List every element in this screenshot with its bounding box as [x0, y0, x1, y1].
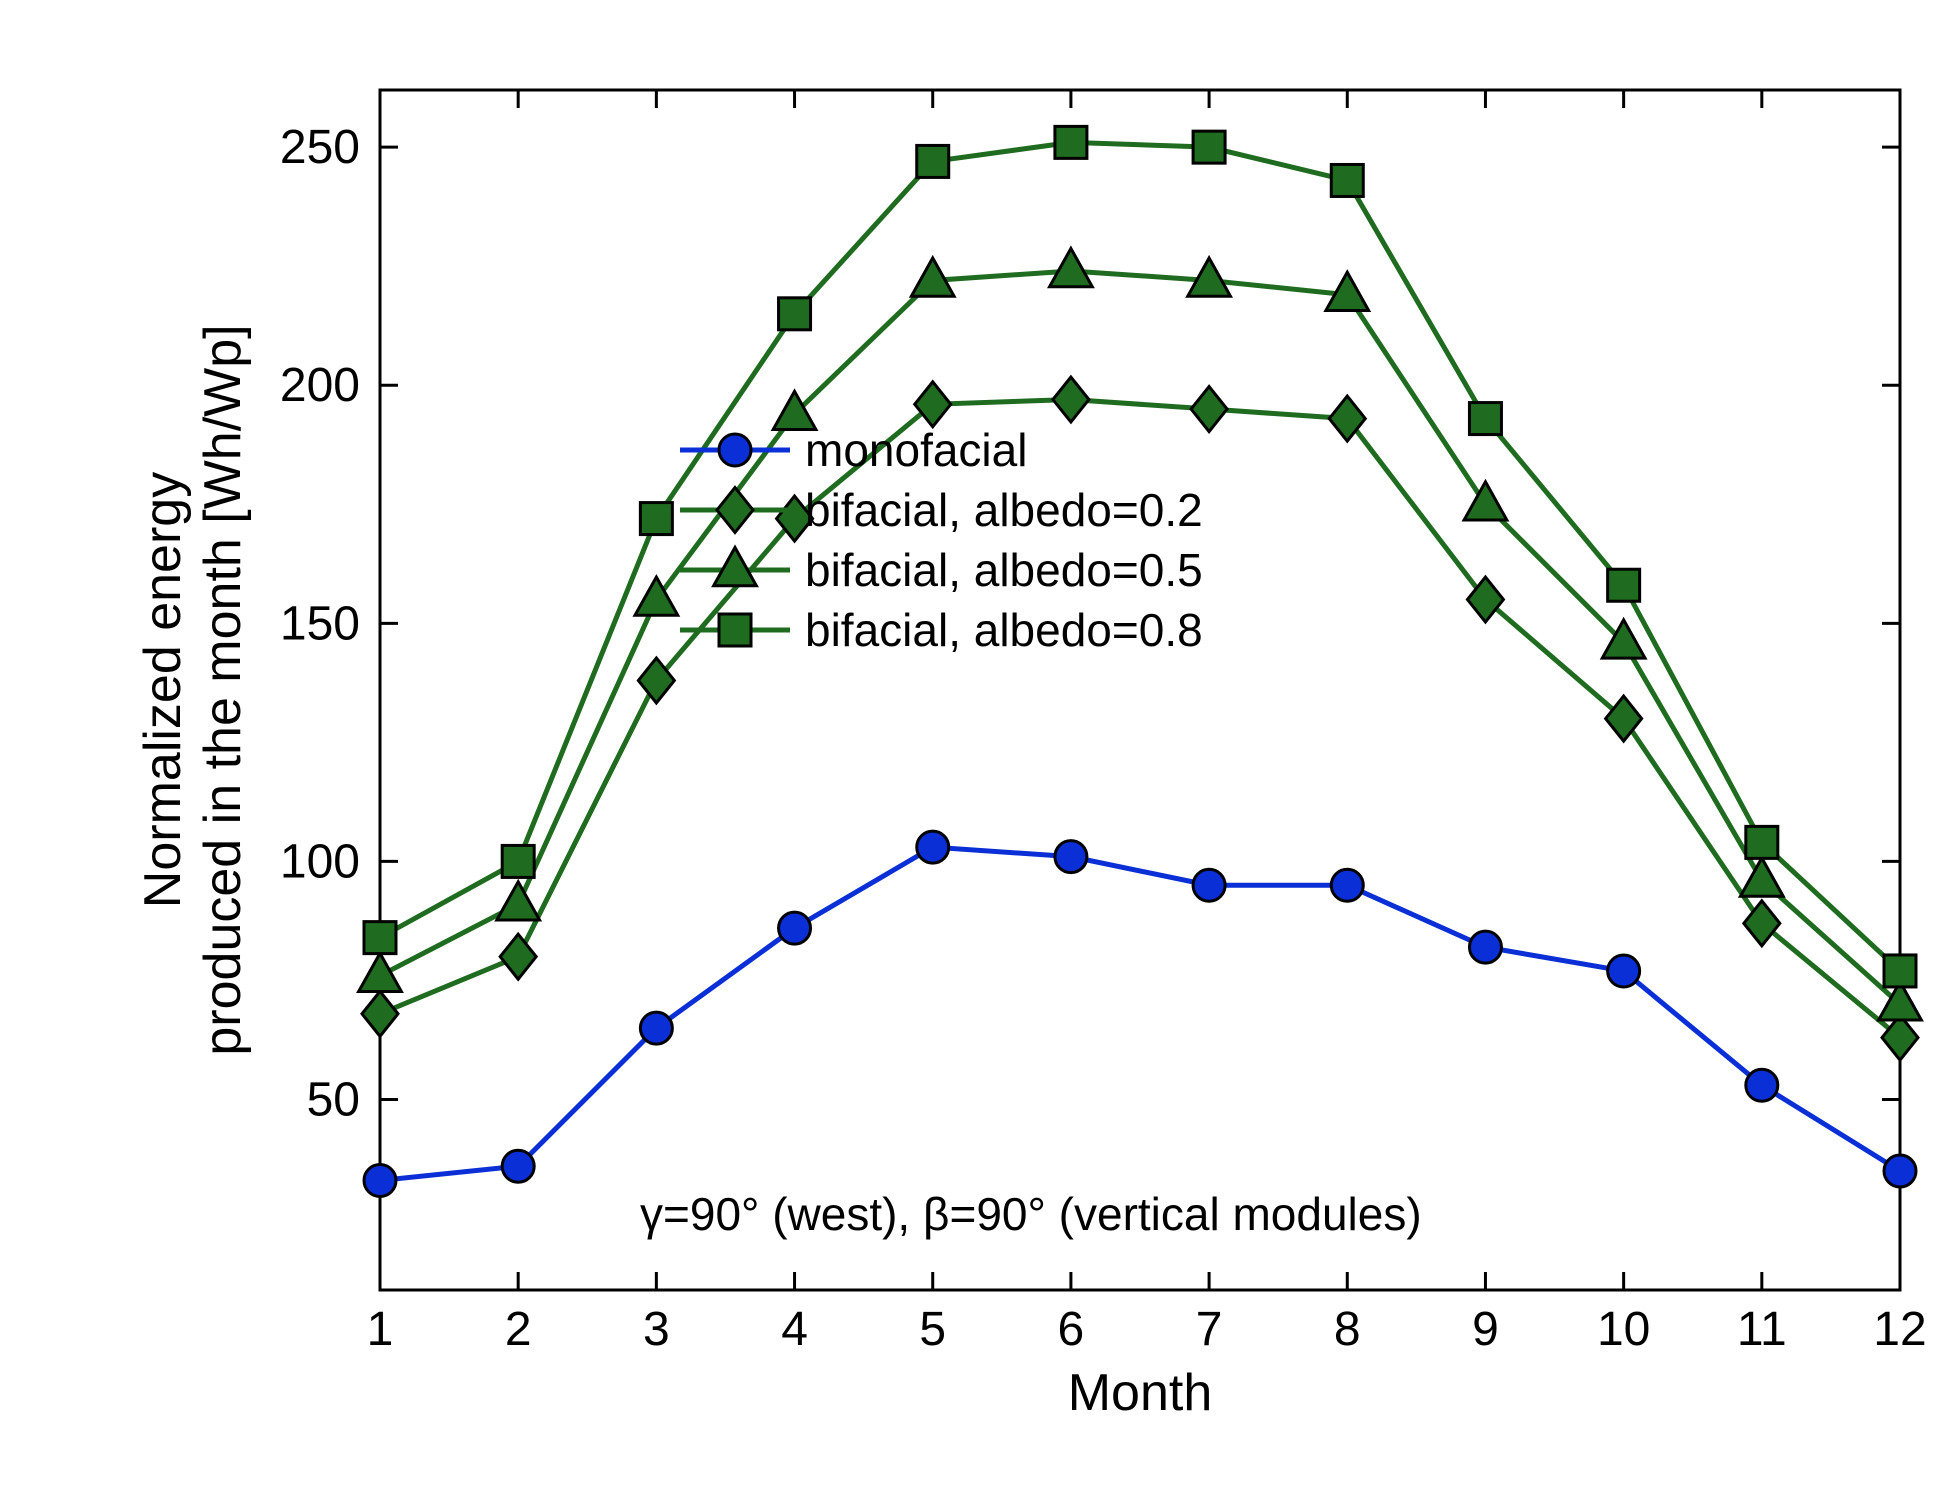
legend-label: bifacial, albedo=0.5	[805, 544, 1203, 596]
x-tick-label: 2	[505, 1303, 532, 1356]
x-tick-label: 5	[919, 1303, 946, 1356]
y-axis-label-line1: Normalized energy	[134, 472, 192, 908]
x-tick-label: 4	[781, 1303, 808, 1356]
y-tick-label: 150	[280, 597, 360, 650]
x-tick-label: 8	[1334, 1303, 1361, 1356]
x-tick-label: 12	[1873, 1303, 1926, 1356]
y-tick-label: 250	[280, 121, 360, 174]
y-tick-label: 50	[307, 1074, 360, 1127]
annotation-text: γ=90° (west), β=90° (vertical modules)	[640, 1188, 1422, 1240]
legend-label: monofacial	[805, 424, 1027, 476]
x-tick-label: 9	[1472, 1303, 1499, 1356]
x-tick-label: 3	[643, 1303, 670, 1356]
x-tick-label: 1	[367, 1303, 394, 1356]
legend-label: bifacial, albedo=0.8	[805, 604, 1203, 656]
x-axis-label: Month	[1068, 1364, 1213, 1422]
x-tick-label: 10	[1597, 1303, 1650, 1356]
y-axis-label-line2: produced in the month [Wh/Wp]	[194, 324, 252, 1055]
y-tick-label: 100	[280, 835, 360, 888]
x-tick-label: 7	[1196, 1303, 1223, 1356]
legend-label: bifacial, albedo=0.2	[805, 484, 1203, 536]
x-tick-label: 6	[1058, 1303, 1085, 1356]
y-tick-label: 200	[280, 359, 360, 412]
energy-chart: 12345678910111250100150200250MonthNormal…	[20, 20, 1943, 1481]
x-tick-label: 11	[1737, 1303, 1787, 1356]
chart-svg: 12345678910111250100150200250MonthNormal…	[20, 20, 1943, 1481]
